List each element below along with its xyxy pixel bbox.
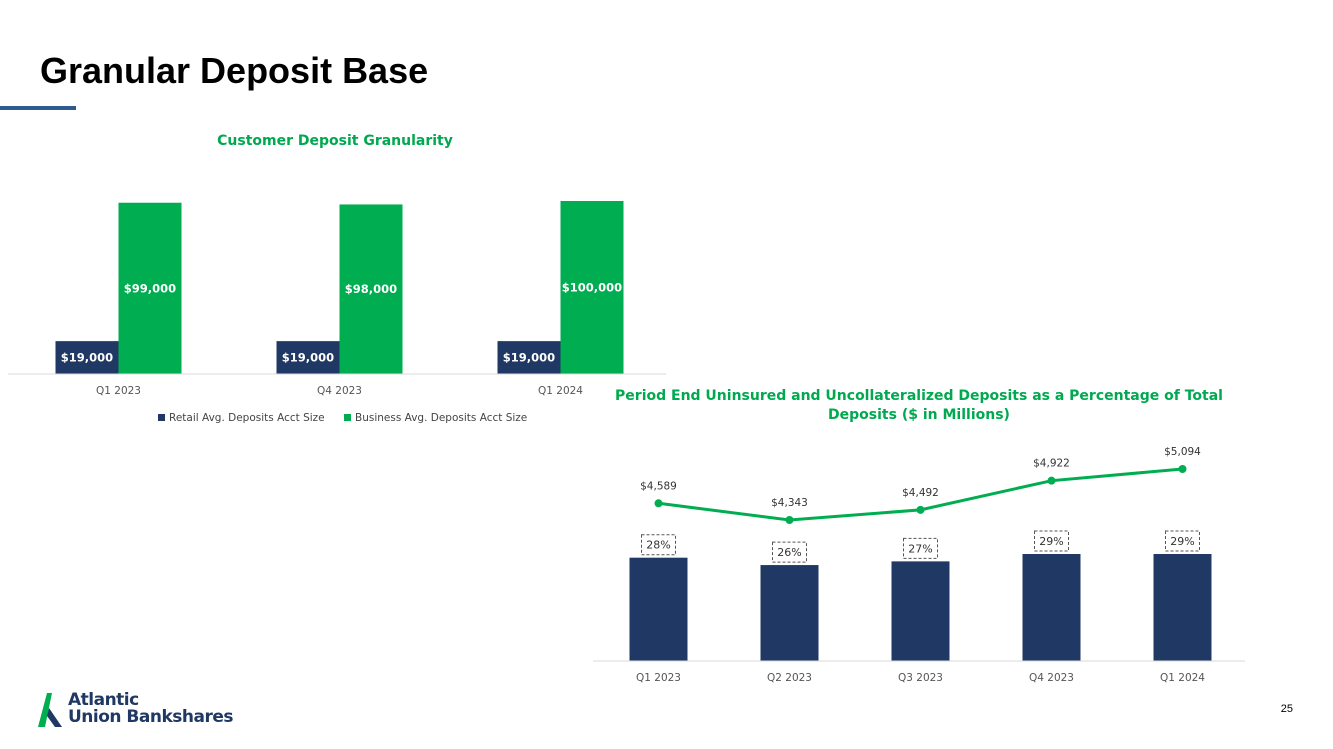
pct-box-4 xyxy=(1165,530,1200,552)
chart2-x-tick-2: Q3 2023 xyxy=(898,672,943,684)
chart2-x-tick-1: Q2 2023 xyxy=(767,672,812,684)
title-accent-rule xyxy=(0,106,76,110)
line-label-2: $4,492 xyxy=(902,487,939,499)
chart1-x-tick-2: Q1 2024 xyxy=(538,385,583,397)
uninsured-bar-2 xyxy=(891,561,950,661)
line-point-0 xyxy=(654,499,663,508)
line-point-3 xyxy=(1047,476,1056,485)
uninsured-bar-1 xyxy=(760,565,819,661)
pct-box-2 xyxy=(903,537,938,559)
chart1-title: Customer Deposit Granularity xyxy=(217,133,453,149)
chart1-x-tick-1: Q4 2023 xyxy=(317,385,362,397)
chart1-x-tick-0: Q1 2023 xyxy=(96,385,141,397)
retail-bar-1 xyxy=(276,341,340,374)
chart2-title-line2: Deposits ($ in Millions) xyxy=(828,407,1010,423)
pct-label-0: 28% xyxy=(646,539,670,552)
pct-box-3 xyxy=(1034,530,1069,552)
retail-bar-label-0: $19,000 xyxy=(61,351,113,365)
line-point-4 xyxy=(1178,465,1187,473)
pct-label-1: 26% xyxy=(777,546,801,559)
line-point-1 xyxy=(785,516,794,524)
business-bar-2 xyxy=(560,201,624,374)
pct-label-4: 29% xyxy=(1170,535,1194,548)
logo-line1: Atlantic xyxy=(68,690,139,710)
business-bar-label-0: $99,000 xyxy=(124,281,176,295)
line-label-1: $4,343 xyxy=(771,497,808,509)
chart2-x-tick-4: Q1 2024 xyxy=(1160,672,1205,684)
business-bar-label-1: $98,000 xyxy=(345,282,397,296)
retail-bar-0 xyxy=(55,341,119,374)
uninsured-bar-0 xyxy=(629,557,688,661)
business-bar-0 xyxy=(118,202,182,374)
pct-box-1 xyxy=(772,541,807,563)
uninsured-bar-4 xyxy=(1153,554,1212,661)
customer-deposit-granularity-chart: Customer Deposit Granularity $19,000 $99,… xyxy=(8,133,666,424)
pct-label-3: 29% xyxy=(1039,535,1063,548)
retail-bar-label-2: $19,000 xyxy=(503,351,555,365)
line-label-0: $4,589 xyxy=(640,480,677,492)
retail-bar-2 xyxy=(497,341,561,374)
page-number: 25 xyxy=(1280,703,1293,715)
line-label-3: $4,922 xyxy=(1033,458,1070,470)
logo-mark-icon xyxy=(38,693,62,727)
legend-swatch-1 xyxy=(344,414,351,421)
legend-label-1: Business Avg. Deposits Acct Size xyxy=(355,412,527,424)
page-title: Granular Deposit Base xyxy=(40,50,429,91)
pct-box-0 xyxy=(641,534,676,556)
legend-label-0: Retail Avg. Deposits Acct Size xyxy=(169,412,325,424)
uninsured-deposits-chart: Period End Uninsured and Uncollateralize… xyxy=(593,388,1245,684)
logo-line2: Union Bankshares xyxy=(68,707,234,727)
chart2-x-tick-3: Q4 2023 xyxy=(1029,672,1074,684)
retail-bar-label-1: $19,000 xyxy=(282,351,334,365)
chart2-title-line1: Period End Uninsured and Uncollateralize… xyxy=(615,388,1223,404)
pct-label-2: 27% xyxy=(908,542,932,555)
line-label-4: $5,094 xyxy=(1164,446,1201,458)
business-bar-label-2: $100,000 xyxy=(562,281,622,295)
chart2-x-tick-0: Q1 2023 xyxy=(636,672,681,684)
business-bar-1 xyxy=(339,204,403,374)
line-point-2 xyxy=(916,505,925,514)
company-logo: Atlantic Union Bankshares xyxy=(38,690,268,730)
legend-swatch-0 xyxy=(158,414,165,421)
uninsured-bar-3 xyxy=(1022,554,1081,661)
